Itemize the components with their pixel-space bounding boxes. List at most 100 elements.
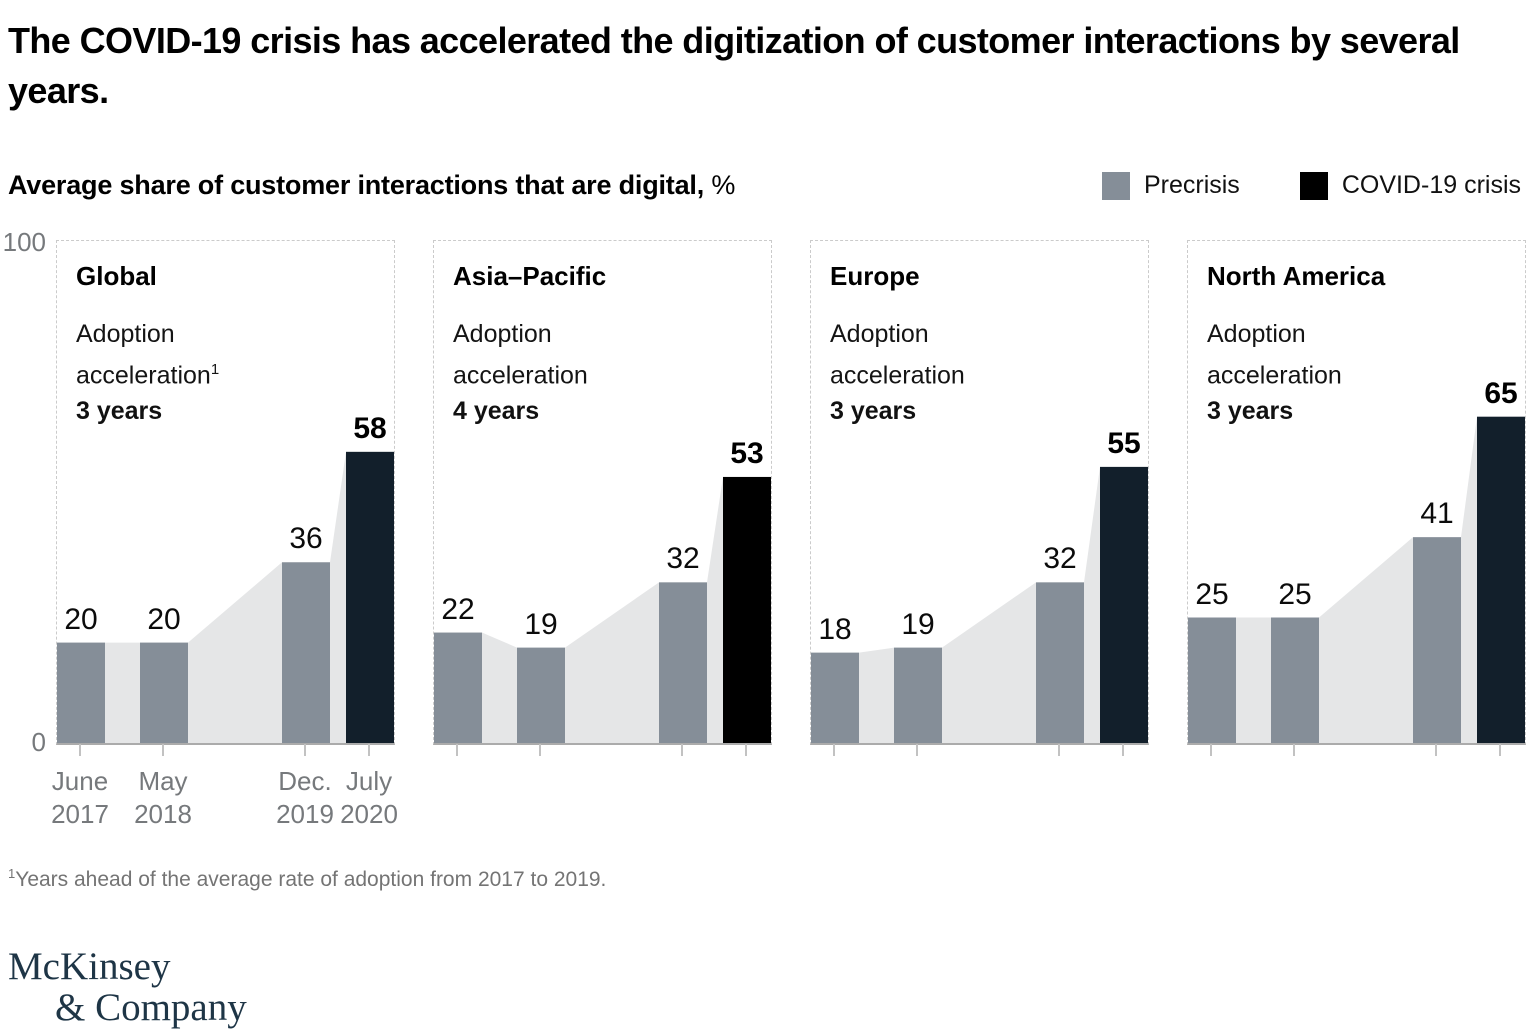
x-axis-label: July 2020	[340, 766, 398, 829]
precrisis-bar-global	[57, 642, 105, 743]
legend-item-covid: COVID-19 crisis	[1299, 171, 1521, 200]
panel-region-title: Europe	[830, 261, 920, 291]
x-axis-tick	[79, 744, 81, 756]
precrisis-bar-asia-pacific	[659, 582, 707, 743]
panel-plot	[811, 466, 1148, 743]
chart-footnote: 1Years ahead of the average rate of adop…	[8, 866, 606, 892]
legend-label-covid: COVID-19 crisis	[1341, 171, 1521, 199]
area-fill	[1188, 416, 1525, 743]
panel-adoption-note: Adoption acceleration	[1207, 320, 1342, 390]
value-label: 20	[147, 602, 181, 636]
value-label: 19	[524, 607, 558, 641]
x-axis-tick	[304, 744, 306, 756]
footnote-text: Years ahead of the average rate of adopt…	[15, 868, 607, 891]
covid-bar-europe	[1100, 466, 1148, 743]
panel-adoption-note: Adoption acceleration	[830, 320, 965, 390]
x-axis-tick	[681, 744, 683, 756]
covid-bar-north-america	[1477, 416, 1525, 743]
value-label: 18	[818, 612, 852, 646]
chart-subtitle: Average share of customer interactions t…	[8, 170, 735, 201]
x-axis-tick	[833, 744, 835, 756]
x-axis-label: Dec. 2019	[276, 766, 334, 829]
legend-label-precrisis: Precrisis	[1143, 171, 1240, 199]
x-axis-ticks	[433, 744, 770, 758]
covid-bar-asia-pacific	[723, 476, 771, 743]
value-label: 20	[64, 602, 98, 636]
panel-region-title: Global	[76, 261, 157, 291]
panel-adoption-note: Adoption acceleration1	[76, 320, 220, 390]
panel-north-america: North America Adoption acceleration 3 ye…	[1187, 240, 1526, 745]
x-axis-label: May 2018	[134, 766, 192, 829]
panel-plot	[434, 476, 771, 743]
x-axis-tick	[1210, 744, 1212, 756]
page-title: The COVID-19 crisis has accelerated the …	[8, 20, 1460, 111]
value-label: 41	[1420, 497, 1454, 531]
value-label: 32	[666, 542, 700, 576]
x-axis-ticks	[1187, 744, 1524, 758]
panel-acceleration-value: 3 years	[830, 397, 917, 426]
value-label: 55	[1107, 426, 1141, 460]
chart-subtitle-text: Average share of customer interactions t…	[8, 170, 705, 200]
x-axis-tick	[916, 744, 918, 756]
value-label: 58	[353, 411, 387, 445]
covid-bar-global	[346, 451, 394, 743]
precrisis-bar-global	[282, 562, 330, 743]
chart-subtitle-unit: %	[711, 170, 736, 200]
area-fill	[434, 476, 771, 743]
panel-acceleration-value: 4 years	[453, 397, 540, 426]
x-axis-label: June 2017	[51, 766, 109, 829]
x-axis-tick	[1058, 744, 1060, 756]
area-fill	[811, 466, 1148, 743]
value-label: 22	[441, 592, 475, 626]
precrisis-bar-global	[140, 642, 188, 743]
value-label: 25	[1195, 577, 1229, 611]
x-axis-ticks	[810, 744, 1147, 758]
precrisis-bar-europe	[894, 647, 942, 743]
covid-swatch-icon	[1299, 171, 1328, 200]
panel-acceleration-value: 3 years	[76, 397, 163, 426]
x-axis-ticks	[56, 744, 393, 758]
x-axis-tick	[1499, 744, 1501, 756]
value-label: 65	[1484, 376, 1518, 410]
precrisis-swatch-icon	[1101, 171, 1130, 200]
footnote-marker: 1	[8, 866, 16, 881]
value-label: 32	[1043, 542, 1077, 576]
value-label: 25	[1278, 577, 1312, 611]
x-axis-tick	[539, 744, 541, 756]
panel-plot	[1188, 416, 1525, 743]
panel-adoption-note: Adoption acceleration	[453, 320, 588, 390]
panel-region-title: Asia–Pacific	[453, 261, 607, 291]
x-axis-tick	[1293, 744, 1295, 756]
logo-line-2: & Company	[55, 986, 247, 1029]
x-axis-tick	[456, 744, 458, 756]
value-label: 36	[289, 522, 323, 556]
panel-plot	[57, 451, 394, 743]
precrisis-bar-north-america	[1271, 617, 1319, 743]
chart-legend: Precrisis COVID-19 crisis	[1101, 171, 1521, 200]
precrisis-bar-asia-pacific	[434, 632, 482, 743]
precrisis-bar-north-america	[1188, 617, 1236, 743]
legend-item-precrisis: Precrisis	[1101, 171, 1240, 200]
mckinsey-logo: McKinsey & Company	[8, 946, 247, 1028]
x-axis-tick	[368, 744, 370, 756]
y-axis-label-100: 100	[2, 227, 46, 257]
area-fill	[57, 451, 394, 743]
x-axis-tick	[162, 744, 164, 756]
logo-line-1: McKinsey	[8, 945, 171, 988]
value-label: 53	[730, 436, 764, 470]
panel-acceleration-value: 3 years	[1207, 397, 1294, 426]
precrisis-bar-asia-pacific	[517, 647, 565, 743]
x-axis-tick	[745, 744, 747, 756]
precrisis-bar-europe	[1036, 582, 1084, 743]
y-axis-label-0: 0	[31, 727, 46, 757]
value-label: 19	[901, 607, 935, 641]
precrisis-bar-north-america	[1413, 537, 1461, 743]
precrisis-bar-europe	[811, 652, 859, 743]
panel-region-title: North America	[1207, 261, 1386, 291]
panel-asia-pacific: Asia–Pacific Adoption acceleration 4 yea…	[433, 240, 772, 745]
panel-global: Global Adoption acceleration1 3 years 20…	[56, 240, 395, 745]
x-axis-tick	[1122, 744, 1124, 756]
panel-europe: Europe Adoption acceleration 3 years 18 1…	[810, 240, 1149, 745]
x-axis-tick	[1435, 744, 1437, 756]
